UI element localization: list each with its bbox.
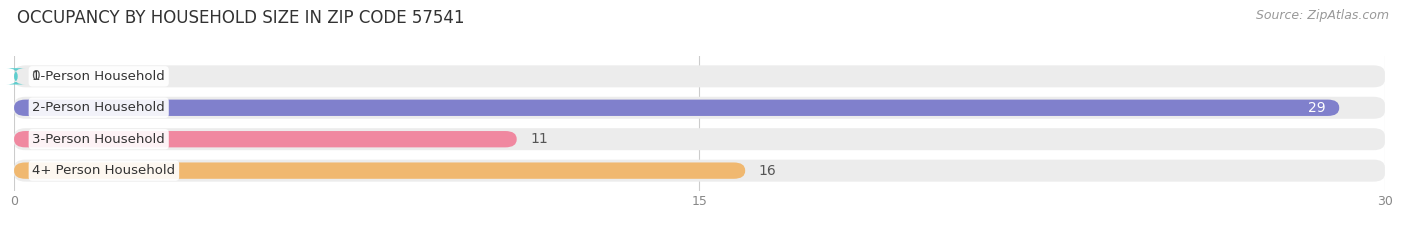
FancyBboxPatch shape — [14, 128, 1385, 150]
Text: 4+ Person Household: 4+ Person Household — [32, 164, 176, 177]
FancyBboxPatch shape — [14, 65, 1385, 87]
Text: 16: 16 — [759, 164, 776, 178]
Text: 29: 29 — [1308, 101, 1326, 115]
Text: 1-Person Household: 1-Person Household — [32, 70, 165, 83]
Text: 0: 0 — [31, 69, 41, 83]
Text: Source: ZipAtlas.com: Source: ZipAtlas.com — [1256, 9, 1389, 22]
FancyBboxPatch shape — [14, 97, 1385, 119]
FancyBboxPatch shape — [14, 162, 745, 179]
Text: 2-Person Household: 2-Person Household — [32, 101, 165, 114]
Text: 3-Person Household: 3-Person Household — [32, 133, 165, 146]
Text: 11: 11 — [530, 132, 548, 146]
FancyBboxPatch shape — [14, 160, 1385, 182]
FancyBboxPatch shape — [14, 131, 517, 147]
FancyBboxPatch shape — [6, 68, 25, 85]
Text: OCCUPANCY BY HOUSEHOLD SIZE IN ZIP CODE 57541: OCCUPANCY BY HOUSEHOLD SIZE IN ZIP CODE … — [17, 9, 464, 27]
FancyBboxPatch shape — [14, 99, 1340, 116]
